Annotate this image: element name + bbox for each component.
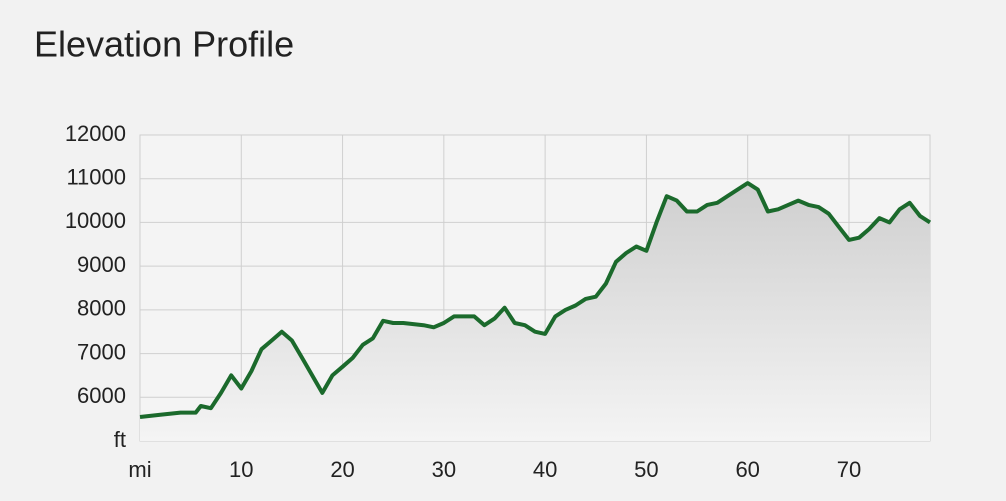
chart-title: Elevation Profile xyxy=(34,24,294,65)
x-tick-label: 30 xyxy=(432,457,456,482)
x-tick-label: 60 xyxy=(735,457,759,482)
x-tick-label: 50 xyxy=(634,457,658,482)
line xyxy=(139,181,932,419)
y-tick-label: 11000 xyxy=(66,165,126,190)
x-tick-label: 20 xyxy=(330,457,354,482)
y-tick-label: 7000 xyxy=(77,339,126,364)
y-tick-label: 12000 xyxy=(65,121,126,146)
y-tick-label: ft xyxy=(114,427,126,452)
y-tick-label: 6000 xyxy=(77,383,126,408)
x-tick-label: 10 xyxy=(229,457,253,482)
x-tick-label: 40 xyxy=(533,457,557,482)
x-tick-label: 70 xyxy=(837,457,861,482)
y-tick-label: 10000 xyxy=(65,208,126,233)
area xyxy=(140,183,930,441)
y-tick-label: 9000 xyxy=(77,252,126,277)
x-tick-label: mi xyxy=(128,457,151,482)
y-tick-label: 8000 xyxy=(77,296,126,321)
